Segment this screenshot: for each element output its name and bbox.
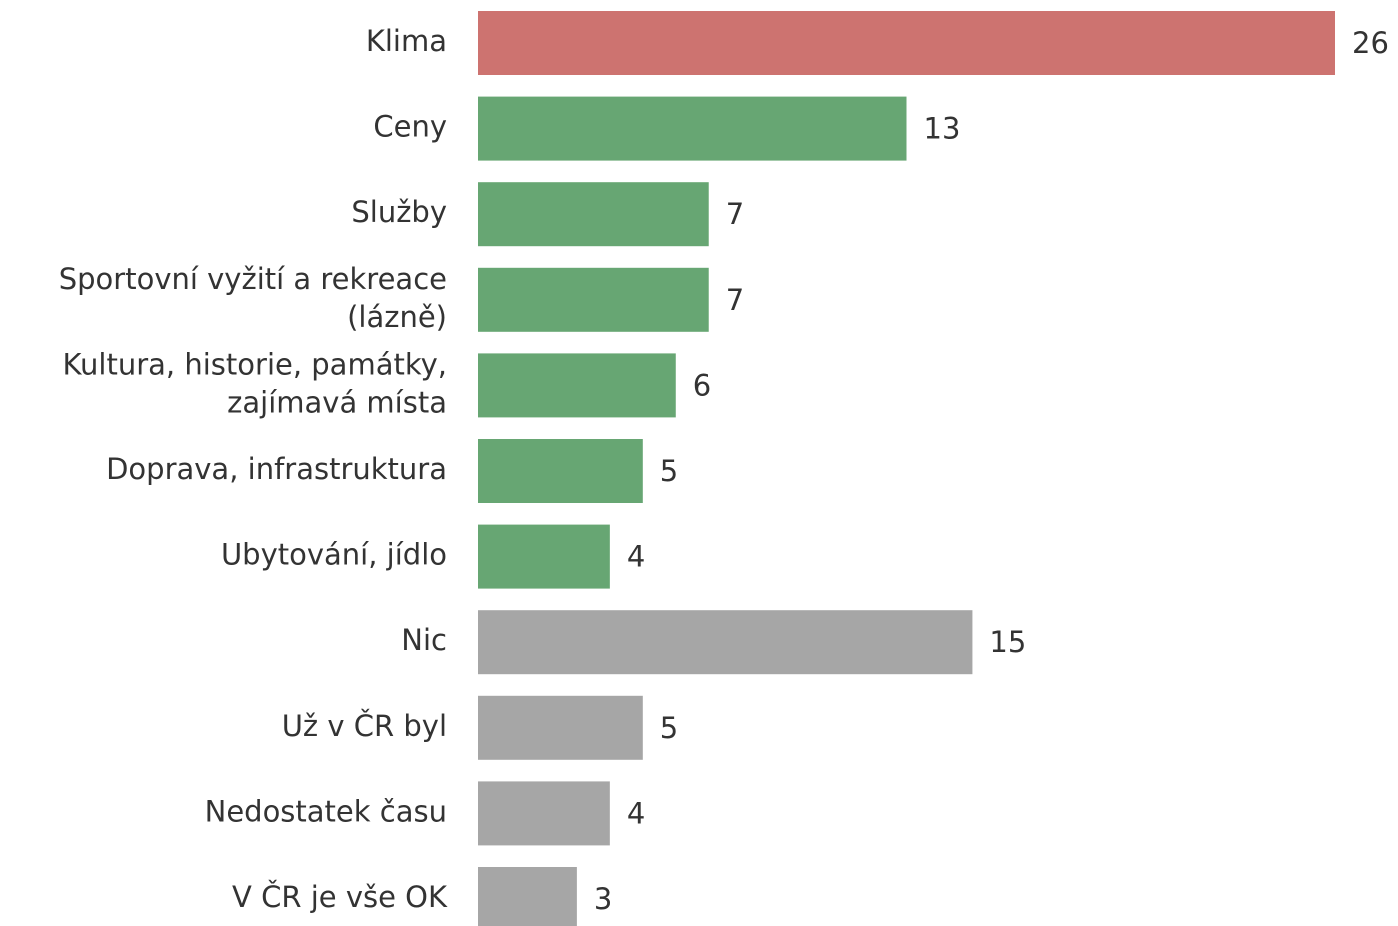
bar [478,867,577,926]
value-label: 26 [1352,26,1389,60]
bar [478,267,709,332]
category-label: Ceny [373,110,447,144]
bar [478,781,610,846]
value-label: 5 [660,711,678,745]
value-label: 6 [693,368,711,402]
category-label: Sportovní vyžití a rekreace (lázně) [59,262,447,334]
bar [478,439,643,503]
category-label: Služby [351,195,447,229]
category-label: V ČR je vše OK [232,880,448,914]
bar [478,695,643,760]
category-label: Nic [401,623,447,657]
category-label: Kultura, historie, památky, zajímavá míst… [62,347,447,419]
category-label: Nedostatek času [205,794,447,828]
category-label: Už v ČR byl [282,709,447,743]
value-label: 5 [660,454,678,488]
value-label: 4 [627,540,645,574]
value-label: 3 [594,882,612,916]
value-label: 7 [726,283,744,317]
value-label: 7 [726,197,744,231]
category-label: Klima [366,24,447,58]
value-label: 15 [989,625,1026,659]
category-label: Ubytování, jídlo [221,538,447,572]
bar [478,182,709,247]
value-label: 4 [627,796,645,830]
bar [478,11,1335,75]
value-label: 13 [924,112,961,146]
bar [478,96,907,161]
bar [478,610,973,675]
category-label: Doprava, infrastruktura [106,452,447,486]
bar [478,353,676,418]
bar [478,524,610,589]
